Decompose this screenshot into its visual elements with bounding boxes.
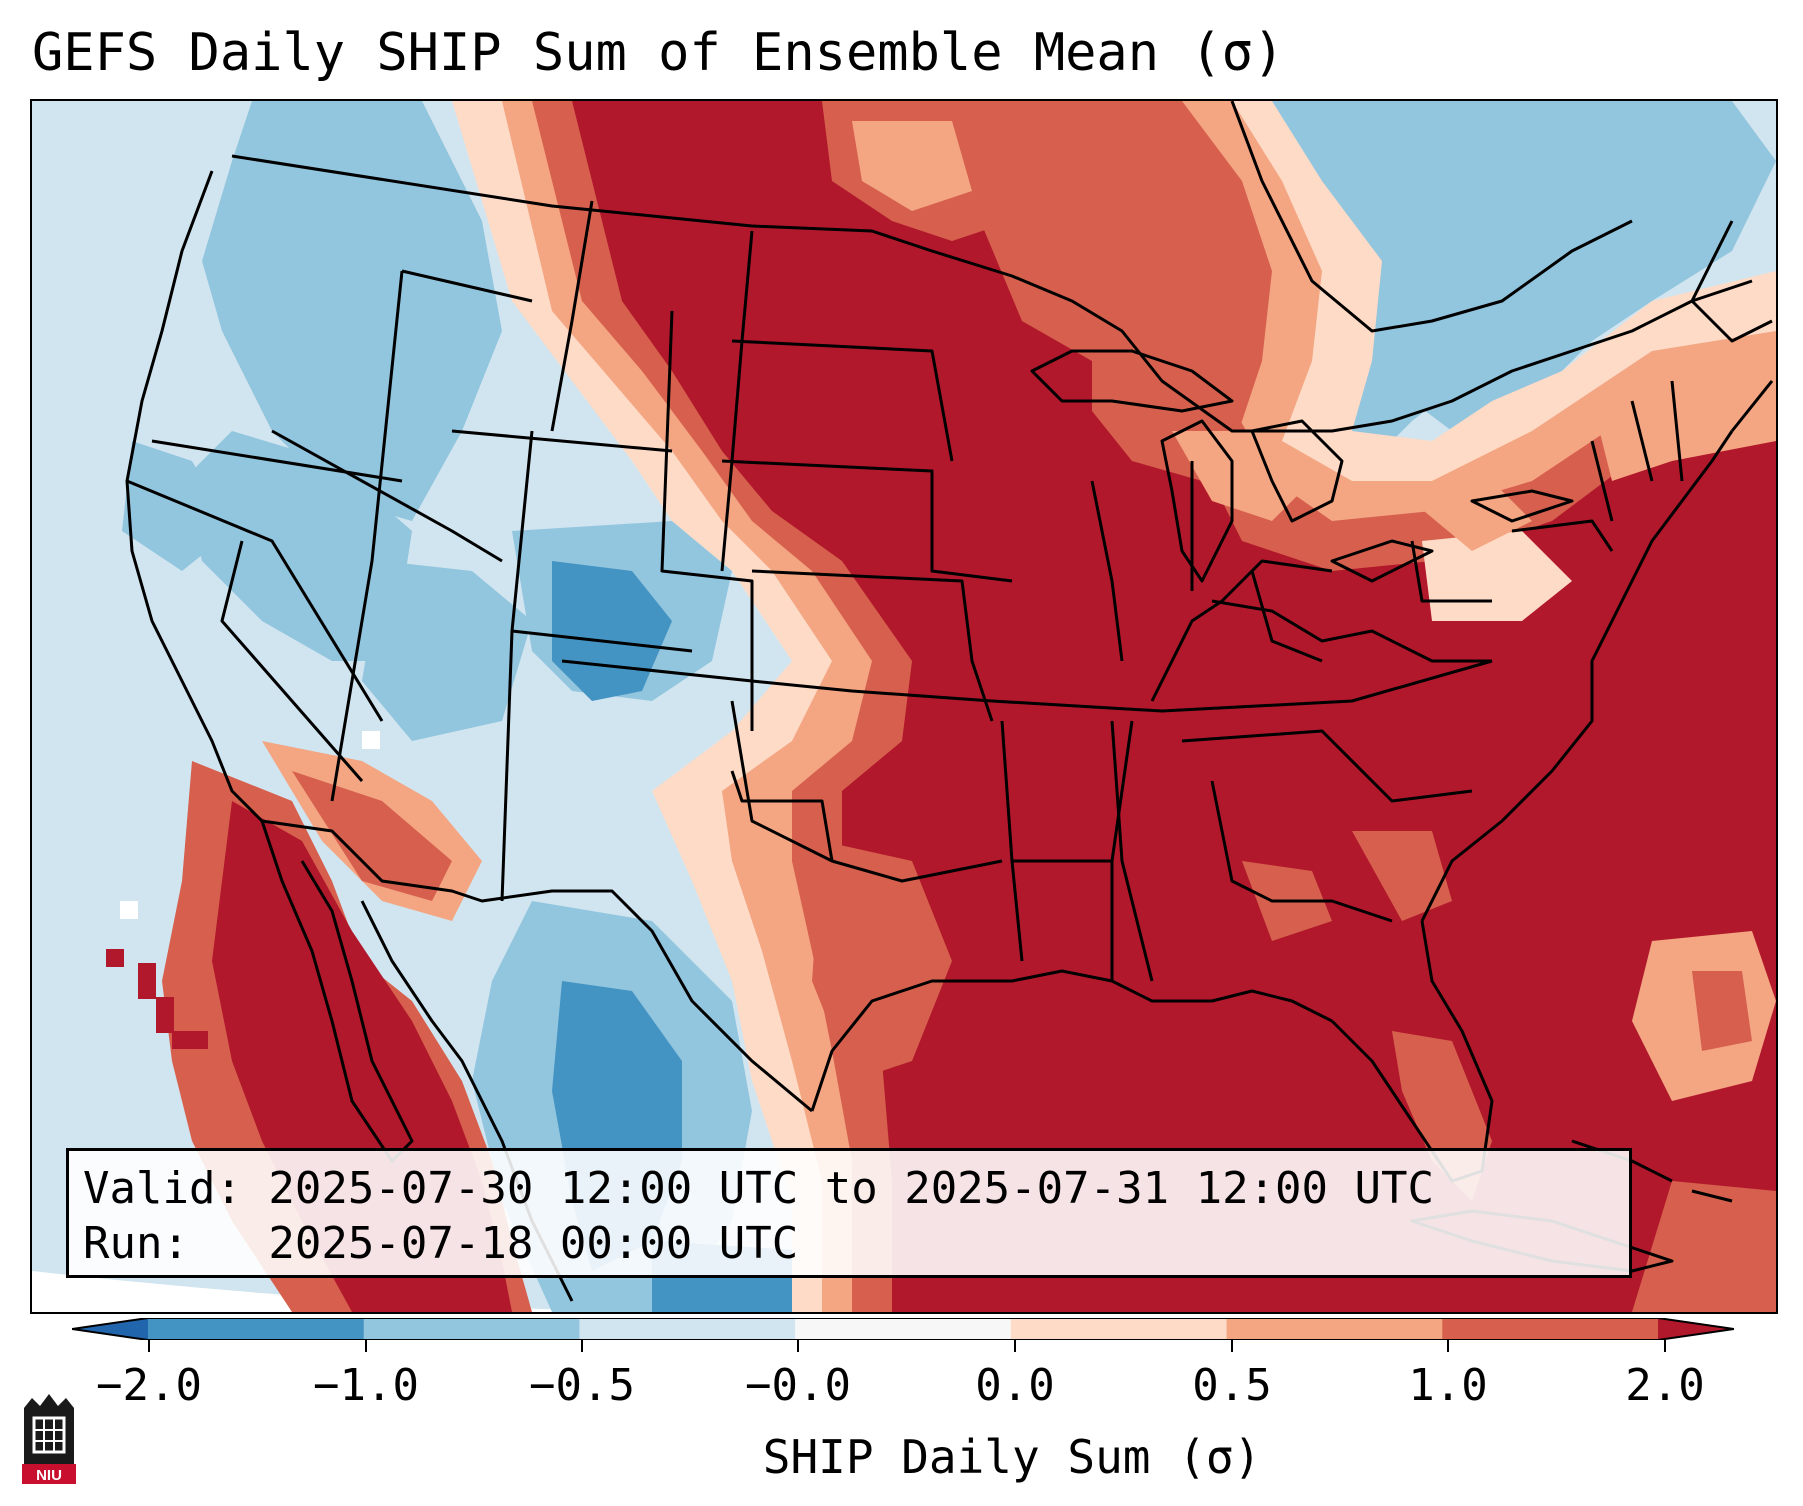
colorbar-tick-mark	[148, 1340, 150, 1352]
colorbar-tick-mark	[581, 1340, 583, 1352]
scattered-cells	[106, 731, 380, 1137]
colorbar-bin	[72, 1318, 148, 1340]
colorbar-tick-label: 1.0	[1408, 1360, 1488, 1411]
colorbar-bin	[1010, 1318, 1228, 1340]
colorbar-bin	[579, 1318, 796, 1340]
colorbar-tick-label: 0.5	[1192, 1360, 1272, 1411]
colorbar-bin	[148, 1318, 365, 1340]
colorbar-bin	[1442, 1318, 1659, 1340]
colorbar-tick-label: −2.0	[96, 1360, 202, 1411]
colorbar-tick-label: 2.0	[1625, 1360, 1705, 1411]
page-title: GEFS Daily SHIP Sum of Ensemble Mean (σ)	[32, 23, 1285, 83]
colorbar-tick-mark	[1014, 1340, 1016, 1352]
colorbar-bin	[1226, 1318, 1443, 1340]
boundaries	[125, 101, 1774, 1302]
colorbar-tick-mark	[1231, 1340, 1233, 1352]
colorbar-label: SHIP Daily Sum (σ)	[762, 1430, 1262, 1484]
logo-text: NIU	[36, 1467, 62, 1484]
map-panel	[30, 99, 1778, 1314]
colorbar-tick-mark	[797, 1340, 799, 1352]
run-time-text: Run: 2025-07-18 00:00 UTC	[83, 1218, 799, 1269]
colorbar-tick-mark	[1664, 1340, 1666, 1352]
colorbar-bin	[363, 1318, 580, 1340]
colorbar-tick-mark	[365, 1340, 367, 1352]
niu-logo-icon: NIU	[20, 1390, 78, 1486]
colorbar-bin	[795, 1318, 1012, 1340]
colorbar-tick-label: −0.5	[529, 1360, 635, 1411]
anomaly-map	[32, 101, 1776, 1312]
info-box: Valid: 2025-07-30 12:00 UTC to 2025-07-3…	[66, 1148, 1632, 1278]
colorbar-tick-label: −1.0	[313, 1360, 419, 1411]
positive-anomaly-areas	[162, 101, 1776, 1312]
colorbar-bins	[71, 1317, 1735, 1341]
colorbar-tick-label: −0.0	[745, 1360, 851, 1411]
valid-time-text: Valid: 2025-07-30 12:00 UTC to 2025-07-3…	[83, 1163, 1435, 1214]
colorbar-bin	[1658, 1318, 1734, 1340]
colorbar-tick-mark	[1447, 1340, 1449, 1352]
colorbar-tick-label: 0.0	[975, 1360, 1055, 1411]
colorbar	[71, 1317, 1735, 1341]
